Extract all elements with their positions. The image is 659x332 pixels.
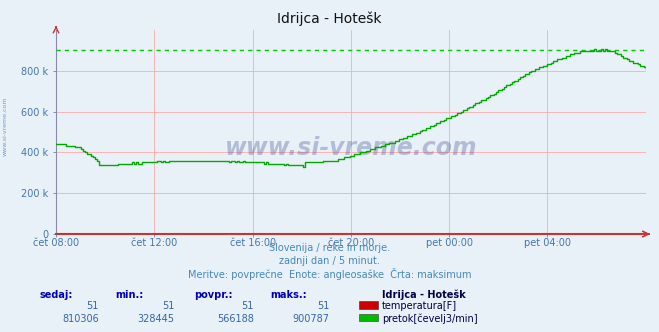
Text: povpr.:: povpr.:: [194, 290, 233, 299]
Text: maks.:: maks.:: [270, 290, 307, 299]
Text: min.:: min.:: [115, 290, 144, 299]
Text: 51: 51: [162, 301, 175, 311]
Text: zadnji dan / 5 minut.: zadnji dan / 5 minut.: [279, 256, 380, 266]
Text: 51: 51: [241, 301, 254, 311]
Text: www.si-vreme.com: www.si-vreme.com: [3, 96, 8, 156]
Text: 810306: 810306: [62, 314, 99, 324]
Text: 328445: 328445: [138, 314, 175, 324]
Text: 51: 51: [86, 301, 99, 311]
Text: Idrijca - Hotešk: Idrijca - Hotešk: [277, 12, 382, 26]
Text: sedaj:: sedaj:: [40, 290, 73, 299]
Text: 566188: 566188: [217, 314, 254, 324]
Text: Slovenija / reke in morje.: Slovenija / reke in morje.: [269, 243, 390, 253]
Text: Meritve: povprečne  Enote: angleosaške  Črta: maksimum: Meritve: povprečne Enote: angleosaške Čr…: [188, 268, 471, 280]
Text: 51: 51: [317, 301, 330, 311]
Text: temperatura[F]: temperatura[F]: [382, 301, 457, 311]
Text: Idrijca - Hotešk: Idrijca - Hotešk: [382, 290, 466, 300]
Text: www.si-vreme.com: www.si-vreme.com: [225, 136, 477, 160]
Text: pretok[čevelj3/min]: pretok[čevelj3/min]: [382, 314, 478, 324]
Text: 900787: 900787: [293, 314, 330, 324]
